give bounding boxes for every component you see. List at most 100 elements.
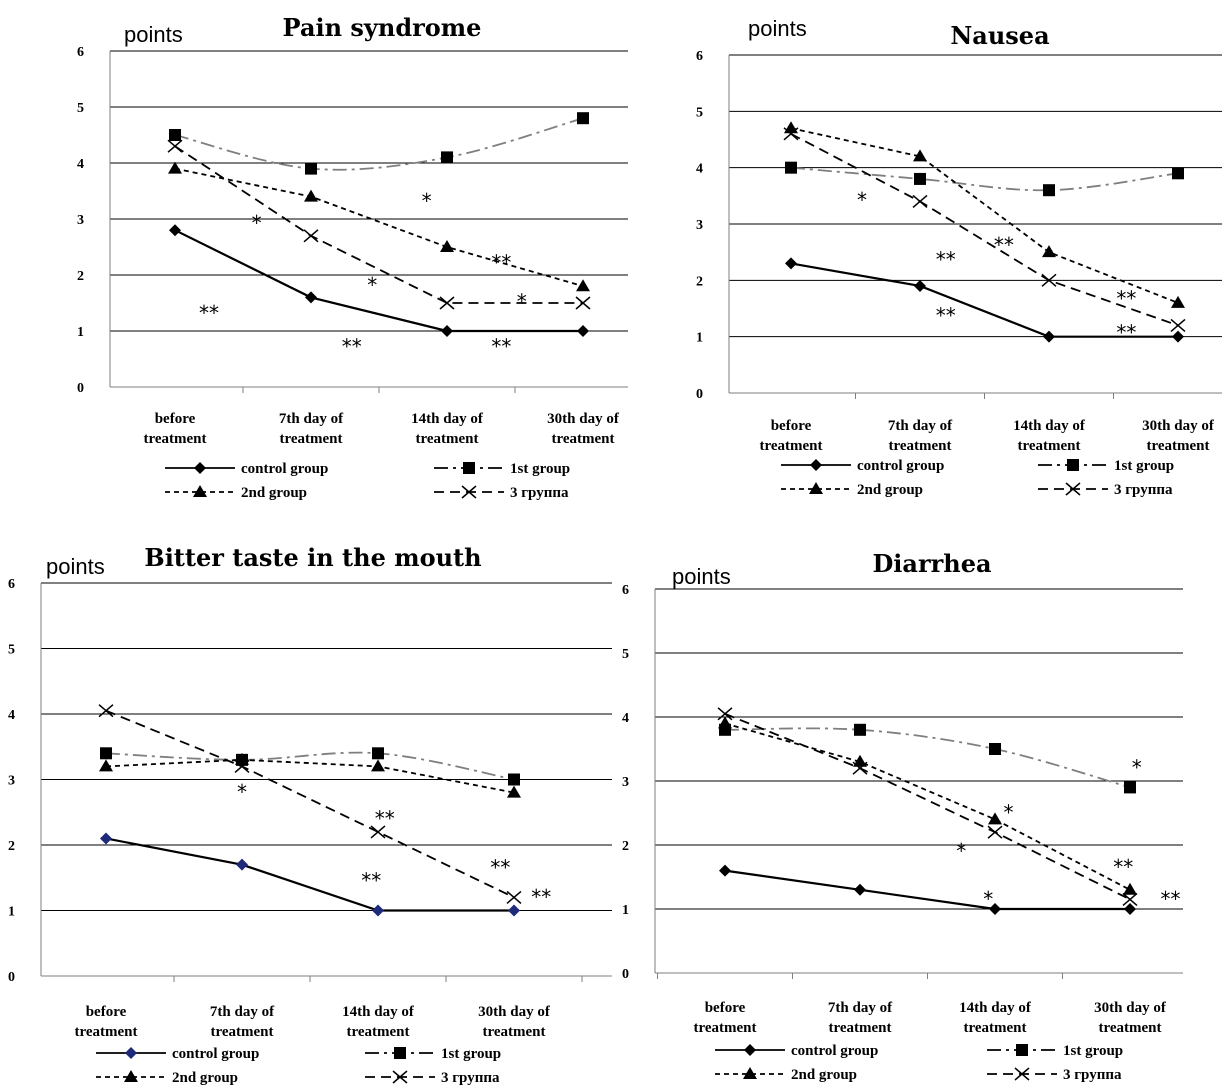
significance-mark: ** [342,334,362,358]
chart-panel-diarrhea: Diarrhea points 0 1 2 3 4 5 6 before treatment 7… [615,530,1222,1088]
series-line-control-group [174,229,583,333]
data-point [370,825,386,839]
legend-swatch-marker [1065,482,1081,496]
legend-item: control group [96,1046,259,1062]
y-tick-label: 3 [8,774,15,789]
y-tick-label: 6 [77,45,84,60]
series-line-control-group [724,869,1130,911]
data-point [99,759,113,772]
data-point [1123,882,1137,895]
series-line-1st-group [105,751,515,781]
y-tick-label: 0 [77,381,84,396]
data-point [785,161,797,174]
y-ticks: 0 1 2 3 4 5 6 [696,49,703,402]
significance-mark: ** [994,233,1014,257]
y-tick-label: 5 [77,101,84,116]
data-point [372,747,384,760]
series-line-1st-group [724,727,1131,789]
legend-swatch-marker [1016,1044,1028,1056]
legend-label: 2nd group [791,1067,857,1083]
y-tick-label: 2 [8,839,15,854]
significance-mark: ** [491,250,511,274]
legend-label: 1st group [1063,1043,1123,1059]
legend-label: control group [857,458,944,474]
data-point [1043,330,1055,343]
data-point [372,904,384,917]
legend-item: 2nd group [96,1070,238,1086]
series-group [98,704,522,917]
series-group [167,112,591,337]
significance-mark: * [857,188,867,212]
y-tick-label: 2 [622,839,629,854]
data-point [167,139,183,153]
gridlines [728,54,1222,399]
series-line-2nd-group [105,758,515,794]
x-ticks: before treatment 7th day of treatment 14th d… [693,1000,1166,1036]
x-tick-label: 14th day of treatment [342,1004,415,1040]
data-point [989,903,1001,915]
series-line-3-группа [724,712,1131,901]
data-point [1171,295,1185,308]
y-axis-unit: points [672,564,731,589]
legend-swatch-marker [461,485,477,499]
x-tick-label: 30th day of treatment [547,411,620,447]
significance-mark: * [983,887,993,911]
annotations: ************ [199,189,527,359]
chart-svg-diarrhea: Diarrhea points 0 1 2 3 4 5 6 before treatment 7… [622,549,1183,1083]
data-point [507,785,521,798]
y-tick-label: 5 [696,105,703,120]
x-tick-label: 7th day of treatment [210,1004,275,1040]
legend-item: control group [165,461,328,477]
data-point [100,832,112,845]
legend-label: 3 группа [1063,1067,1122,1083]
legend-item: 1st group [987,1043,1123,1059]
legend-label: 2nd group [172,1070,238,1086]
significance-mark: ** [1113,855,1133,879]
data-point [1124,903,1136,915]
data-point [1124,781,1136,794]
y-tick-label: 1 [8,905,15,920]
data-point [1122,892,1138,906]
chart-svg-pain: Pain syndrome points 0 1 2 3 4 5 6 before treat… [77,13,628,501]
y-tick-label: 3 [77,213,84,228]
data-point [439,296,455,310]
data-point [235,752,249,765]
significance-mark: ** [936,247,956,271]
legend-swatch-marker [1014,1067,1030,1081]
significance-mark: ** [936,304,956,328]
significance-mark: * [367,273,377,297]
legend-item: 2nd group [715,1067,857,1083]
legend-label: 1st group [510,461,570,477]
legend-swatch-marker [463,462,475,474]
series-group [717,707,1138,915]
series-line-1st-group [790,166,1179,192]
annotations: ****** ** [956,756,1180,911]
data-point [169,224,181,237]
series-line-3-группа [105,709,515,899]
data-point [304,189,318,202]
y-tick-label: 0 [622,967,629,982]
series-line-2nd-group [724,722,1131,891]
x-tick-label: 7th day of treatment [828,1000,893,1036]
y-tick-label: 3 [696,218,703,233]
legend-swatch-marker [124,1070,138,1082]
data-point [100,747,112,760]
legend-item: 3 группа [365,1070,500,1086]
legend-label: 3 группа [510,485,569,501]
data-point [988,812,1002,825]
y-tick-label: 0 [696,387,703,402]
y-tick-label: 4 [77,157,84,172]
y-tick-label: 5 [622,647,629,662]
x-ticks: before treatment 7th day of treatment 14th d… [74,1004,550,1040]
chart-panel-pain: Pain syndrome points 0 1 2 3 4 5 6 before treat… [0,0,640,510]
series-line-2nd-group [790,127,1179,304]
significance-mark: ** [199,301,219,325]
legend-label: control group [172,1046,259,1062]
data-point [576,279,590,292]
data-point [854,723,866,736]
y-ticks: 0 1 2 3 4 5 6 [77,45,84,396]
series-line-control-group [790,262,1178,338]
y-tick-label: 4 [696,162,703,177]
data-point [1041,273,1057,287]
legend-label: 1st group [441,1046,501,1062]
